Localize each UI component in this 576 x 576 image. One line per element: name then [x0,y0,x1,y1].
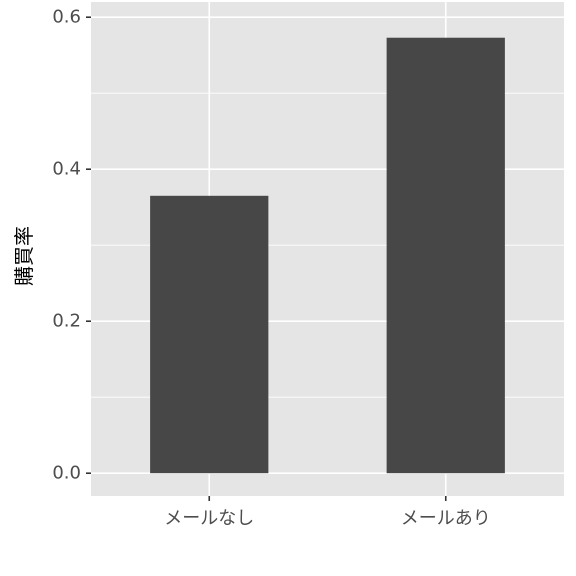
y-tick-label: 0.2 [52,311,81,332]
x-tick-label: メールあり [401,508,491,529]
bars-layer [150,37,505,474]
y-tick-label: 0.6 [52,7,81,28]
bar-2 [386,37,505,474]
y-tick-label: 0.0 [52,463,81,484]
bar-1 [150,195,269,474]
x-axis: メールなし メールあり [164,496,491,529]
y-tick-label: 0.4 [52,159,81,180]
y-axis-title: 購買率 [12,226,36,286]
y-axis: 0.0 0.2 0.4 0.6 [52,7,91,484]
x-tick-label: メールなし [164,508,254,529]
